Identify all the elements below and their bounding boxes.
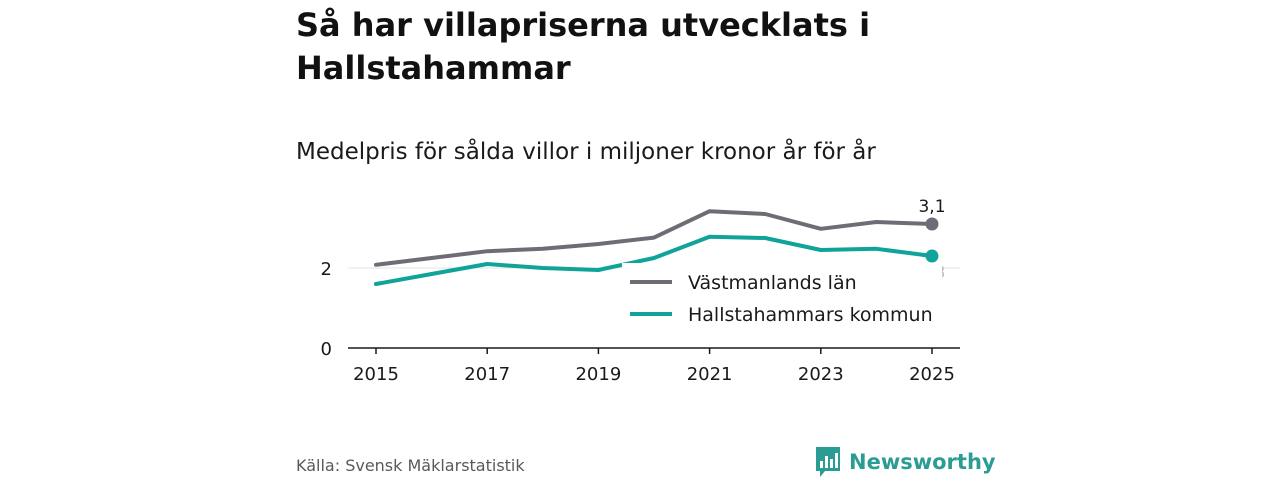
series-line bbox=[374, 234, 934, 286]
x-tick-label: 2017 bbox=[464, 364, 510, 385]
legend-label: Västmanlands län bbox=[688, 272, 857, 294]
end-value-label: 3,1 bbox=[918, 197, 945, 217]
series-end-dot bbox=[925, 217, 939, 231]
newsworthy-logo-icon bbox=[816, 447, 840, 477]
brand-name: Newsworthy bbox=[849, 450, 996, 474]
x-tick-label: 2021 bbox=[687, 364, 733, 385]
legend-background bbox=[622, 263, 942, 333]
source-note: Källa: Svensk Mäklarstatistik bbox=[296, 456, 525, 475]
brand-logo: Newsworthy bbox=[815, 446, 996, 478]
series-line bbox=[374, 209, 934, 267]
x-tick-label: 2025 bbox=[909, 364, 955, 385]
y-tick-label: 0 bbox=[321, 339, 332, 360]
x-tick-label: 2015 bbox=[353, 364, 399, 385]
y-tick-label: 2 bbox=[321, 259, 332, 280]
x-tick-label: 2023 bbox=[798, 364, 844, 385]
x-tick-label: 2019 bbox=[575, 364, 621, 385]
chart-subtitle: Medelpris för sålda villor i miljoner kr… bbox=[296, 139, 876, 165]
chart-title: Så har villapriserna utvecklats i Hallst… bbox=[296, 6, 871, 87]
series-end-dot bbox=[925, 249, 939, 263]
legend-label: Hallstahammars kommun bbox=[688, 304, 933, 326]
